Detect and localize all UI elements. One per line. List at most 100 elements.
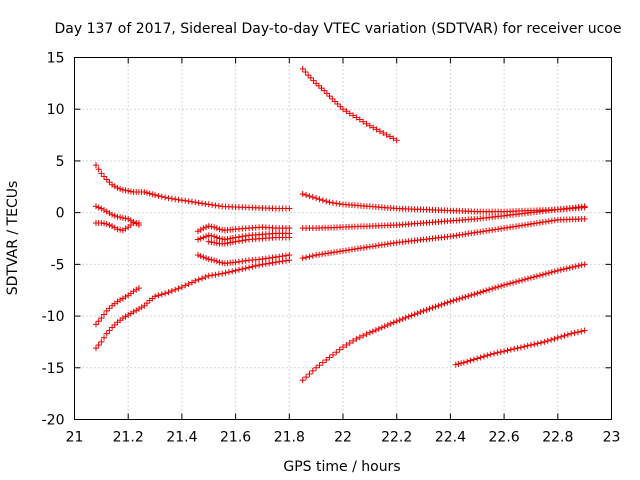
data-point [343,108,350,115]
data-point [172,286,179,293]
series-arc-10 [299,65,400,144]
data-point [188,198,195,205]
data-point [239,258,246,265]
data-point [98,205,105,212]
data-point [554,267,561,274]
axis-ticks: 21 21.2 21.4 21.6 21.8 22 22.2 22.4 22.6 22.8 23 15… [42,51,621,446]
data-point [216,226,223,233]
data-point [524,221,531,228]
data-point [319,359,326,366]
data-point [209,201,216,208]
data-point [117,214,124,221]
data-point [101,173,108,180]
data-point [313,195,320,202]
series-arc-12 [299,203,588,232]
data-point [133,188,140,195]
data-point [185,198,192,205]
data-point [205,256,212,263]
data-point [106,222,113,229]
data-point [498,213,505,220]
data-point [232,267,239,274]
data-point [98,170,105,177]
data-point [232,238,239,245]
data-point [219,259,226,266]
x-axis-label: GPS time / hours [283,459,400,475]
data-point [208,239,215,246]
data-point [462,293,469,300]
chart-title: Day 137 of 2017, Sidereal Day-to-day VTE… [55,21,622,37]
data-point [376,128,383,135]
data-point [111,300,118,307]
data-point [533,273,540,280]
data-point [464,358,471,365]
y-tick-label: -10 [42,309,65,325]
data-point [336,200,343,207]
data-point [269,259,276,266]
data-point [205,232,212,239]
data-point [98,315,105,322]
data-point [497,349,504,356]
data-point [456,295,463,302]
data-point [224,240,231,247]
data-point [192,277,199,284]
series-arc-15 [452,327,588,368]
data-point [205,238,212,245]
data-point [432,303,439,310]
data-point [172,196,179,203]
data-point [557,266,564,273]
x-tick-label: 22 [334,430,352,446]
data-point [229,239,236,246]
data-point [495,283,502,290]
data-point [383,131,390,138]
data-point [465,293,472,300]
data-point [211,224,218,231]
data-point [363,331,370,338]
y-tick-label: 15 [47,51,65,67]
data-point [212,202,219,209]
data-point [127,290,134,297]
data-point [343,342,350,349]
data-point [282,234,289,241]
data-point [279,253,286,260]
data-point [516,278,523,285]
data-point [309,252,316,259]
data-point [501,282,508,289]
data-point [235,258,242,265]
series-arc-4 [92,285,142,328]
data-point [122,313,129,320]
data-point [106,305,113,312]
data-point [246,264,253,271]
data-point [182,282,189,289]
data-point [498,225,505,232]
data-point [211,233,218,240]
data-point [262,255,269,262]
data-point [363,244,370,251]
data-point [111,183,118,190]
data-point [127,310,134,317]
data-point [216,235,223,242]
data-point [438,301,445,308]
data-point [152,192,159,199]
data-point [384,322,391,329]
data-point [542,270,549,277]
data-point [507,280,514,287]
data-point [158,291,165,298]
data-point [149,191,156,198]
data-point [444,299,451,306]
data-point [329,351,336,358]
data-point [95,204,102,211]
data-point [353,335,360,342]
data-point [269,234,276,241]
data-point [551,217,558,224]
series-arc-13 [299,215,588,262]
data-point [185,281,192,288]
data-point [229,268,236,275]
data-point [574,329,581,336]
data-point [402,314,409,321]
data-point [411,311,418,318]
data-point [205,201,212,208]
data-point [138,188,145,195]
data-point [336,346,343,353]
data-point [333,200,340,207]
data-point [353,114,360,121]
